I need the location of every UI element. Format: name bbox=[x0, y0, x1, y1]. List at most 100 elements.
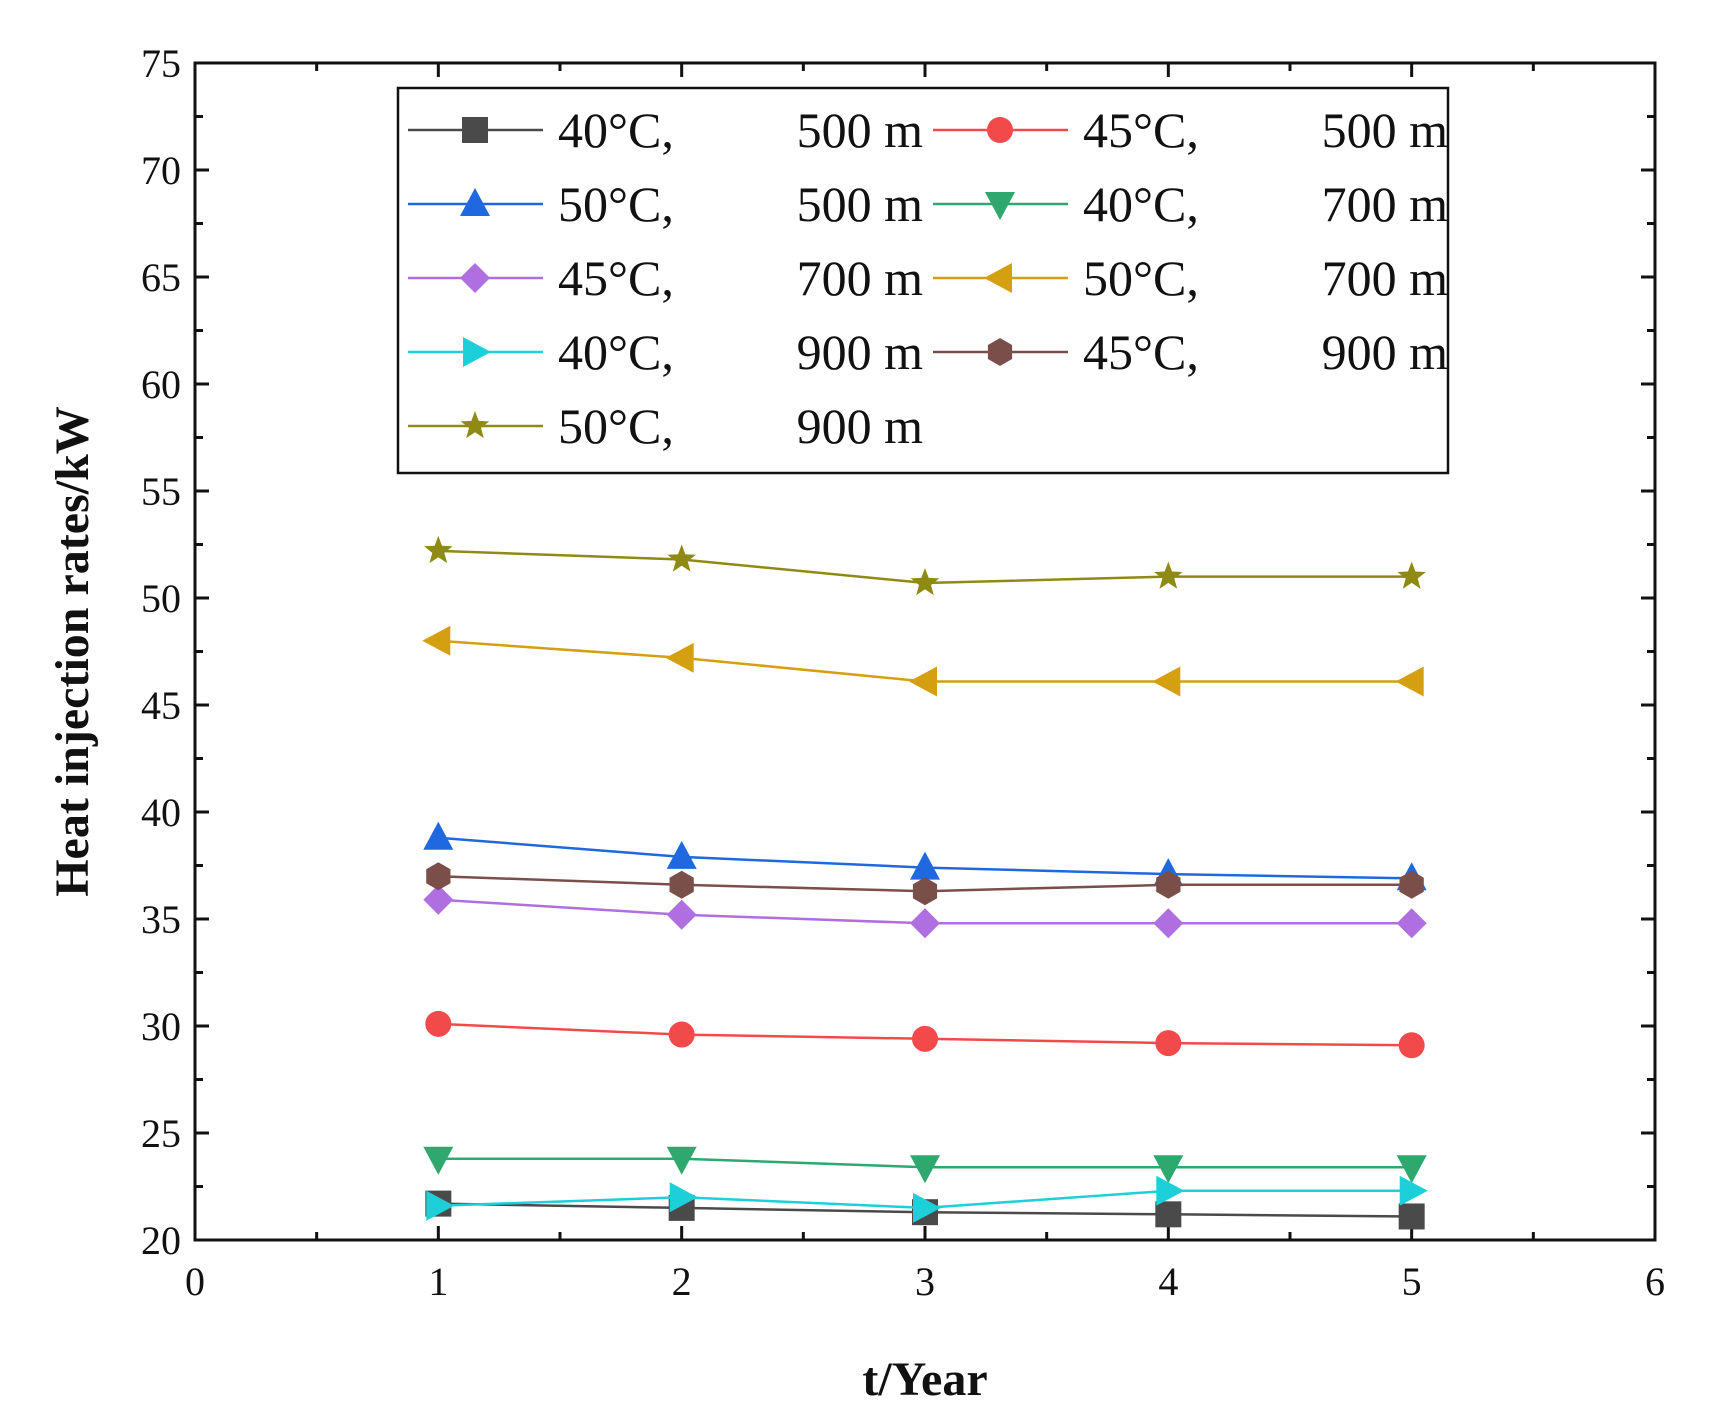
legend-temperature-label: 40°C, bbox=[1083, 176, 1199, 232]
x-tick-label: 3 bbox=[915, 1259, 935, 1304]
data-point-marker bbox=[666, 899, 697, 930]
series-4 bbox=[423, 1146, 1427, 1184]
x-tick-label: 5 bbox=[1402, 1259, 1422, 1304]
legend-box bbox=[396, 86, 1450, 475]
legend-entry: 50°C, 900 m bbox=[408, 398, 923, 454]
legend-entry: 40°C, 900 m bbox=[408, 324, 923, 380]
data-point-marker bbox=[423, 1146, 454, 1175]
x-axis-title: t/Year bbox=[862, 1353, 987, 1406]
y-tick-label: 70 bbox=[141, 148, 181, 193]
legend-marker bbox=[987, 338, 1013, 366]
y-tick-label: 30 bbox=[141, 1004, 181, 1049]
data-point-marker bbox=[913, 1192, 941, 1223]
legend-depth-label: 900 m bbox=[797, 398, 924, 454]
data-point-marker bbox=[423, 821, 454, 850]
y-tick-label: 20 bbox=[141, 1218, 181, 1263]
x-axis-tick-labels: 0 1 2 3 4 5 6 bbox=[185, 1259, 1665, 1304]
data-point-marker bbox=[1396, 908, 1427, 939]
legend-marker bbox=[987, 117, 1013, 143]
y-tick-label: 40 bbox=[141, 790, 181, 835]
series-9 bbox=[424, 535, 1426, 596]
series-8 bbox=[426, 862, 1424, 906]
data-point-marker bbox=[1155, 1030, 1182, 1057]
legend-depth-label: 900 m bbox=[1322, 324, 1449, 380]
data-point-marker bbox=[909, 666, 937, 697]
y-tick-label: 75 bbox=[141, 41, 181, 86]
x-tick-label: 1 bbox=[428, 1259, 448, 1304]
legend-depth-label: 500 m bbox=[797, 102, 924, 158]
legend-entry: 45°C, 900 m bbox=[933, 324, 1448, 380]
legend-depth-label: 500 m bbox=[797, 176, 924, 232]
y-axis-title: Heat injection rates/kW bbox=[46, 406, 99, 897]
y-tick-label: 55 bbox=[141, 469, 181, 514]
legend-temperature-label: 45°C, bbox=[1083, 102, 1199, 158]
legend-marker bbox=[463, 337, 491, 367]
data-point-marker bbox=[912, 1025, 938, 1052]
data-point-marker bbox=[910, 908, 940, 939]
x-tick-label: 2 bbox=[672, 1259, 692, 1304]
legend-marker bbox=[984, 263, 1012, 293]
data-point-marker bbox=[1156, 870, 1181, 899]
legend-entry: 50°C, 700 m bbox=[933, 250, 1448, 306]
data-point-marker bbox=[912, 877, 938, 906]
x-tick-label: 4 bbox=[1158, 1259, 1178, 1304]
legend-marker bbox=[460, 188, 490, 216]
data-point-marker bbox=[1398, 1203, 1425, 1230]
legend-entry: 40°C, 700 m bbox=[933, 176, 1448, 232]
data-point-marker bbox=[425, 1010, 452, 1037]
data-point-marker bbox=[1398, 1032, 1425, 1059]
data-point-marker bbox=[1399, 870, 1424, 899]
legend-marker bbox=[985, 192, 1015, 220]
data-point-marker bbox=[1396, 1155, 1427, 1184]
data-point-marker bbox=[910, 568, 940, 596]
data-point-marker bbox=[667, 544, 696, 572]
data-point-marker bbox=[665, 642, 694, 673]
legend-marker bbox=[460, 411, 490, 439]
x-tick-label: 6 bbox=[1645, 1259, 1665, 1304]
series-7 bbox=[426, 1175, 1428, 1223]
legend-entry: 45°C, 700 m bbox=[408, 250, 923, 306]
y-tick-label: 60 bbox=[141, 362, 181, 407]
data-point-marker bbox=[424, 535, 453, 564]
data-point-marker bbox=[910, 851, 940, 880]
data-point-marker bbox=[426, 1190, 455, 1221]
plot-area-frame bbox=[193, 61, 1657, 1242]
data-point-marker bbox=[666, 1146, 697, 1175]
y-tick-label: 25 bbox=[141, 1111, 181, 1156]
legend-entry: 50°C, 500 m bbox=[408, 176, 923, 232]
data-point-marker bbox=[423, 884, 454, 915]
data-point-marker bbox=[1156, 1175, 1185, 1206]
data-point-marker bbox=[1155, 1201, 1182, 1228]
legend-temperature-label: 45°C, bbox=[1083, 324, 1199, 380]
series-6 bbox=[422, 625, 1424, 697]
legend-temperature-label: 50°C, bbox=[558, 398, 674, 454]
legend-depth-label: 700 m bbox=[797, 250, 924, 306]
x-tick-label: 0 bbox=[185, 1259, 205, 1304]
legend-depth-label: 900 m bbox=[797, 324, 924, 380]
data-point-marker bbox=[1399, 1175, 1428, 1206]
legend-temperature-label: 50°C, bbox=[1083, 250, 1199, 306]
y-tick-label: 65 bbox=[141, 255, 181, 300]
series-5 bbox=[423, 884, 1427, 939]
data-point-marker bbox=[668, 1021, 695, 1048]
y-tick-label: 45 bbox=[141, 683, 181, 728]
legend-entry: 45°C, 500 m bbox=[933, 102, 1448, 158]
y-tick-label: 50 bbox=[141, 576, 181, 621]
legend-temperature-label: 40°C, bbox=[558, 102, 674, 158]
legend-depth-label: 700 m bbox=[1322, 250, 1449, 306]
data-point-marker bbox=[1395, 666, 1424, 697]
legend-depth-label: 700 m bbox=[1322, 176, 1449, 232]
data-point-marker bbox=[1154, 561, 1183, 589]
y-axis-tick-labels: 20 25 30 35 40 45 50 55 60 65 70 75 bbox=[141, 41, 181, 1263]
data-point-marker bbox=[669, 1182, 698, 1213]
legend: 40°C, 500 m 45°C, 500 m 50°C, 500 m 40°C, 700 m… bbox=[396, 86, 1450, 475]
data-point-marker bbox=[426, 862, 451, 891]
data-point-marker bbox=[666, 840, 697, 869]
legend-temperature-label: 50°C, bbox=[558, 176, 674, 232]
legend-marker bbox=[462, 117, 488, 143]
data-point-marker bbox=[910, 1155, 940, 1184]
data-point-marker bbox=[422, 625, 451, 656]
legend-depth-label: 500 m bbox=[1322, 102, 1449, 158]
series-2 bbox=[425, 1010, 1425, 1059]
